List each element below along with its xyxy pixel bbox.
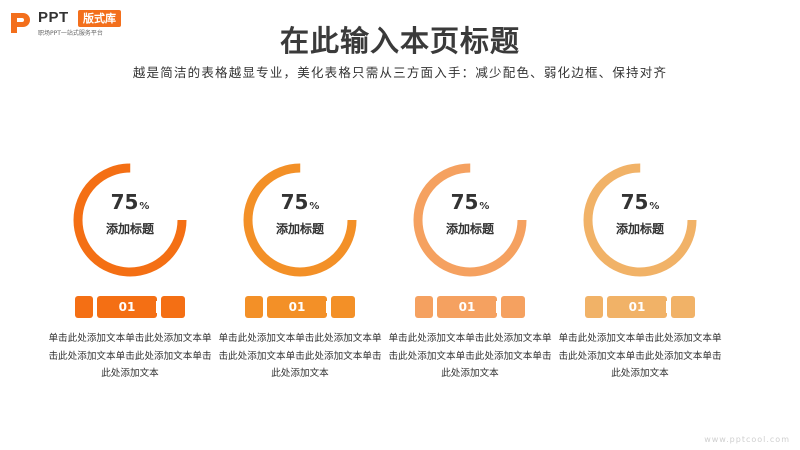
number-tag: 01 bbox=[585, 296, 695, 318]
brand-tagline: 职场PPT一站式服务平台 bbox=[38, 30, 103, 37]
progress-ring bbox=[583, 163, 697, 277]
progress-card: 75% 添加标题 01 单击此处添加文本单击此处添加文本单击此处添加文本单击此处… bbox=[555, 150, 725, 390]
logo-icon bbox=[11, 13, 30, 33]
progress-ring bbox=[243, 163, 357, 277]
tag-left-block bbox=[75, 296, 93, 318]
card-body-text: 单击此处添加文本单击此处添加文本单击此处添加文本单击此处添加文本单击此处添加文本 bbox=[388, 333, 552, 379]
progress-card: 75% 添加标题 01 单击此处添加文本单击此处添加文本单击此处添加文本单击此处… bbox=[385, 150, 555, 390]
progress-percent: 75% bbox=[450, 190, 490, 214]
progress-percent: 75% bbox=[280, 190, 320, 214]
tag-right-block bbox=[671, 296, 695, 318]
tag-left-block bbox=[585, 296, 603, 318]
progress-percent: 75% bbox=[620, 190, 660, 214]
watermark: www.pptcool.com bbox=[704, 435, 790, 444]
number-tag: 01 bbox=[245, 296, 355, 318]
tag-number: 01 bbox=[437, 296, 498, 318]
brand-name: PPT bbox=[38, 9, 69, 26]
progress-card: 75% 添加标题 01 单击此处添加文本单击此处添加文本单击此处添加文本单击此处… bbox=[45, 150, 215, 390]
card-heading: 添加标题 bbox=[615, 222, 664, 236]
page-title: 在此输入本页标题 bbox=[279, 24, 520, 58]
tag-right-block bbox=[331, 296, 355, 318]
tag-number: 01 bbox=[97, 296, 158, 318]
progress-ring bbox=[413, 163, 527, 277]
tag-left-block bbox=[245, 296, 263, 318]
card-body-text: 单击此处添加文本单击此处添加文本单击此处添加文本单击此处添加文本单击此处添加文本 bbox=[48, 333, 212, 379]
brand-logo: PPT 版式库 职场PPT一站式服务平台 bbox=[8, 8, 168, 38]
card-body-text: 单击此处添加文本单击此处添加文本单击此处添加文本单击此处添加文本单击此处添加文本 bbox=[218, 333, 382, 379]
brand-badge: 版式库 bbox=[78, 10, 121, 27]
progress-card: 75% 添加标题 01 单击此处添加文本单击此处添加文本单击此处添加文本单击此处… bbox=[215, 150, 385, 390]
tag-left-block bbox=[415, 296, 433, 318]
card-heading: 添加标题 bbox=[275, 222, 324, 236]
number-tag: 01 bbox=[415, 296, 525, 318]
card-heading: 添加标题 bbox=[105, 222, 154, 236]
card-heading: 添加标题 bbox=[445, 222, 494, 236]
tag-number: 01 bbox=[267, 296, 328, 318]
card-body-text: 单击此处添加文本单击此处添加文本单击此处添加文本单击此处添加文本单击此处添加文本 bbox=[558, 333, 722, 379]
tag-right-block bbox=[161, 296, 185, 318]
progress-ring bbox=[73, 163, 187, 277]
number-tag: 01 bbox=[75, 296, 185, 318]
progress-percent: 75% bbox=[110, 190, 150, 214]
tag-number: 01 bbox=[607, 296, 668, 318]
page-subtitle: 越是简洁的表格越显专业，美化表格只需从三方面入手：减少配色、弱化边框、保持对齐 bbox=[132, 65, 668, 80]
tag-right-block bbox=[501, 296, 525, 318]
